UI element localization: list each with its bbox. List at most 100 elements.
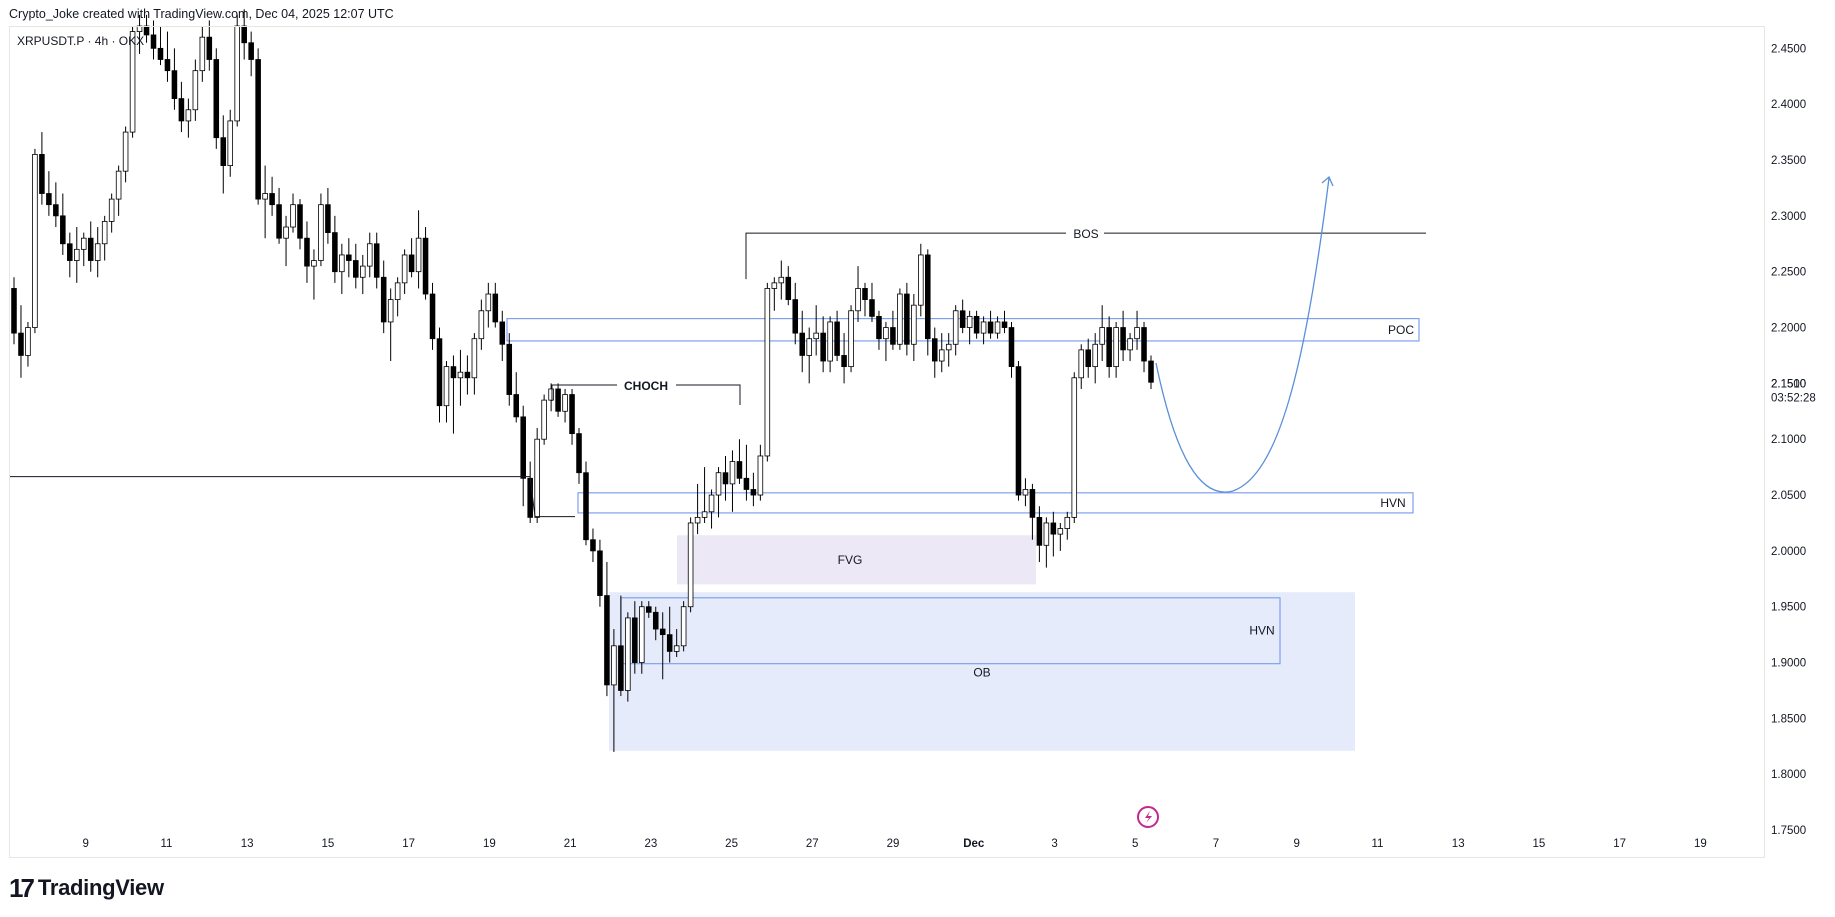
candle-body [513,394,520,418]
y-tick-label: 1.9500 [1771,602,1806,614]
projection-arrow-path [1155,177,1330,493]
last-price-label: 2.1510 [1771,378,1806,390]
candle-body [408,254,415,273]
candle-body [248,42,254,60]
candle-body [380,276,387,323]
tradingview-logo[interactable]: 17 TradingView [9,873,164,903]
candle-body [652,611,659,630]
candle-body [366,243,373,267]
candle-body [67,243,73,261]
candle-body [583,472,589,541]
bos-line[interactable] [745,232,1426,280]
candle-body [1120,327,1126,351]
x-tick-label: Dec [963,838,985,850]
candle-body [701,511,708,518]
candle-body [520,416,526,479]
candle-body [1029,489,1036,518]
candle-body [625,617,631,691]
candle-body [883,327,889,340]
hvn-lower-label: HVN [1249,624,1274,638]
x-tick-label: 9 [82,838,88,850]
candle-body [1092,343,1098,368]
x-tick-label: 19 [483,838,496,850]
candle-body [1036,516,1043,546]
y-tick-label: 2.3500 [1771,155,1806,167]
candle-body [848,310,854,368]
fvg-zone[interactable] [677,535,1036,585]
x-tick-label: 9 [1294,838,1300,850]
chart-attribution: Crypto_Joke created with TradingView.com… [9,7,394,21]
candle-body [25,327,31,356]
candle-body [262,193,268,200]
candle-body [171,70,178,99]
candle-body [834,321,840,356]
projection-arrowhead-icon [1321,175,1334,187]
candle-body [562,394,568,412]
flash-icon[interactable] [1137,806,1159,828]
candle-body [304,237,310,267]
candle-body [283,226,289,239]
candle-body [1085,349,1091,368]
swing-level-line[interactable] [9,476,575,518]
ob-zone[interactable] [609,592,1355,751]
candle-body [1071,377,1078,518]
candle-body [213,59,220,139]
candle-body [60,215,66,245]
candle-body [311,260,317,267]
candle-body [115,170,122,200]
candle-body [39,154,45,194]
hvn-upper-zone[interactable] [577,492,1414,514]
symbol-label: XRPUSDT.P · 4h · OKX [17,34,145,48]
poc-label: POC [1388,323,1414,337]
ob-label: OB [973,666,990,680]
candle-body [680,606,687,647]
candle-body [555,388,561,412]
candle-body [945,343,952,351]
choch-line[interactable] [551,384,741,406]
x-tick-label: 25 [725,838,738,850]
x-tick-label: 21 [564,838,577,850]
y-tick-label: 2.4500 [1771,43,1806,55]
x-tick-label: 23 [644,838,657,850]
candle-body [206,36,213,60]
candle-body [645,606,652,613]
candle-body [87,237,94,261]
candle-body [778,276,785,284]
candle-body [1057,528,1064,535]
candle-body [639,606,645,663]
candle-body [785,276,792,301]
candle-body [1127,338,1133,351]
candle-body [269,193,275,206]
candle-body [541,399,547,440]
candle-body [422,237,429,295]
y-tick-label: 2.2500 [1771,267,1806,279]
candle-body [129,31,136,133]
candle-body [820,332,826,362]
candle-body [597,550,603,596]
candle-body [136,25,143,32]
candle-body [813,332,819,340]
candle-body [925,254,931,340]
candle-body [443,366,450,407]
candle-body [1015,366,1022,496]
y-tick-label: 2.3000 [1771,211,1806,223]
candle-body [108,198,115,222]
y-tick-label: 2.1000 [1771,434,1806,446]
x-tick-label: 17 [1613,838,1626,850]
candle-body [548,388,554,401]
price-axis: 2.4500 2.4000 2.3500 2.3000 2.2500 2.2000 2.15… [1771,43,1816,837]
candle-body [1141,327,1147,362]
candle-body [632,617,638,663]
candle-body [806,338,812,356]
candle-body [862,288,868,301]
candle-body [53,204,59,217]
y-tick-label: 2.0500 [1771,490,1806,502]
y-tick-label: 2.4000 [1771,99,1806,111]
y-tick-label: 2.0000 [1771,546,1806,558]
candle-body [1008,327,1015,368]
candle-body [743,477,750,490]
hvn-upper-label: HVN [1380,496,1405,510]
choch-label: CHOCH [624,379,668,393]
candle-body [687,522,694,608]
